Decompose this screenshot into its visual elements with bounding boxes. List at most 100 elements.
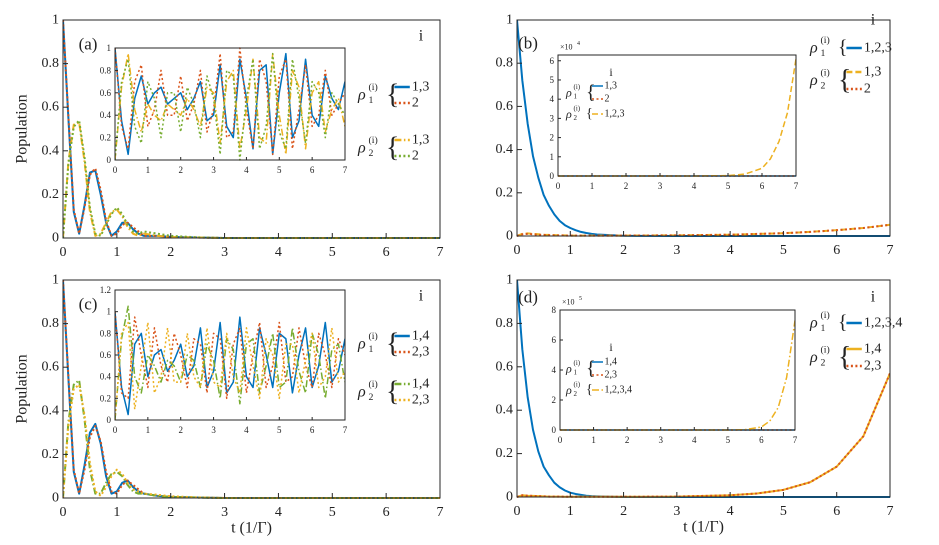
legend-symbol: ρ xyxy=(809,72,818,89)
legend-label: 1,3 xyxy=(412,133,430,148)
legend-label: 2 xyxy=(412,149,419,164)
y-tick-label: 0.2 xyxy=(496,185,514,200)
x-tick-label: 3 xyxy=(658,435,663,445)
legend: iρ (i)1{1,32ρ (i)2{1,2,3 xyxy=(565,65,625,122)
legend-subscript: 1 xyxy=(821,48,826,59)
legend-label: 1,2,3 xyxy=(605,109,625,120)
legend-brace: { xyxy=(386,80,399,111)
x-tick-label: 7 xyxy=(437,245,444,260)
x-tick-label: 1 xyxy=(567,243,574,258)
x-tick-label: 6 xyxy=(383,505,390,520)
y-tick-label: 0.8 xyxy=(496,56,514,71)
legend-label: 1,4 xyxy=(864,342,882,357)
legend: iρ (i)1{1,2,3,4ρ (i)2{1,42,3 xyxy=(809,289,902,374)
legend-label: 1,4 xyxy=(605,357,618,368)
plot-background xyxy=(558,55,796,176)
y-tick-label: 2 xyxy=(552,395,557,405)
legend-label: 2,3 xyxy=(864,359,882,374)
x-tick-label: 0 xyxy=(514,243,521,258)
legend-subscript: 2 xyxy=(369,148,374,159)
series-line xyxy=(115,311,345,416)
series-line xyxy=(115,321,345,421)
y-tick-label: 0.6 xyxy=(42,360,60,375)
legend: iρ (i)1{1,32ρ (i)2{1,32 xyxy=(357,28,429,164)
x-tick-label: 4 xyxy=(275,505,282,520)
x-tick-label: 2 xyxy=(620,504,627,519)
y-tick-label: 0.8 xyxy=(42,56,60,71)
x-tick-label: 5 xyxy=(726,435,731,445)
legend-label: 1,2,3,4 xyxy=(605,385,633,396)
legend-symbol: ρ xyxy=(357,140,366,157)
legend-label: 1,3 xyxy=(864,65,882,80)
legend-title: i xyxy=(419,28,424,45)
x-tick-label: 1 xyxy=(146,425,151,435)
legend-superscript: (i) xyxy=(574,83,581,91)
y-tick-label: 2 xyxy=(550,133,555,143)
x-tick-label: 0 xyxy=(558,435,563,445)
x-tick-label: 4 xyxy=(275,245,282,260)
legend-label: 1,3 xyxy=(412,80,430,95)
y-tick-label: 6 xyxy=(552,335,557,345)
y-tick-label: 0.6 xyxy=(42,100,60,115)
legend-brace: { xyxy=(586,383,593,398)
x-tick-label: 2 xyxy=(167,505,174,520)
y-tick-label: 0.4 xyxy=(100,110,112,120)
legend-brace: { xyxy=(586,358,596,380)
legend-superscript: (i) xyxy=(369,82,378,93)
x-tick-label: 3 xyxy=(211,425,216,435)
y-tick-label: 0 xyxy=(552,425,557,435)
legend-subscript: 2 xyxy=(574,390,578,398)
y-tick-label: 6 xyxy=(550,56,555,66)
legend-symbol: ρ xyxy=(565,86,572,100)
legend-brace: { xyxy=(586,82,596,104)
x-tick-label: 5 xyxy=(329,505,336,520)
legend-subscript: 2 xyxy=(574,114,578,122)
x-tick-label: 4 xyxy=(244,165,249,175)
y-tick-label: 0 xyxy=(506,229,513,244)
y-tick-label: 0.4 xyxy=(496,403,514,418)
legend-label: 2,3 xyxy=(412,393,430,408)
legend-subscript: 1 xyxy=(369,344,374,355)
legend-superscript: (i) xyxy=(821,35,830,46)
legend-superscript: (i) xyxy=(574,381,581,389)
y-tick-label: 0.6 xyxy=(496,359,514,374)
legend-brace: { xyxy=(838,65,851,96)
x-tick-label: 6 xyxy=(833,504,840,519)
legend-symbol: ρ xyxy=(809,349,818,366)
x-tick-label: 5 xyxy=(329,245,336,260)
series-line xyxy=(115,305,345,421)
y-tick-label: 1 xyxy=(107,307,112,317)
y-tick-label: 0 xyxy=(550,171,555,181)
y-tick-label: 0.2 xyxy=(42,187,60,202)
x-tick-label: 0 xyxy=(60,505,67,520)
legend-brace: { xyxy=(586,107,593,122)
chart: 0 1 2 3 4 5 6 7 0 0.2 0.4 0.6 0.8 1 1.2 xyxy=(100,285,348,435)
x-tick-label: 6 xyxy=(760,181,765,191)
x-axis-label: t (1/Γ) xyxy=(231,520,272,537)
legend-brace: { xyxy=(838,342,851,373)
x-tick-label: 6 xyxy=(310,425,315,435)
x-tick-label: 7 xyxy=(887,243,894,258)
axes-box xyxy=(516,279,891,498)
series-line xyxy=(517,223,890,237)
x-tick-label: 4 xyxy=(727,504,734,519)
axes-box xyxy=(62,19,441,239)
legend-title: i xyxy=(609,340,613,354)
y-tick-label: 0.6 xyxy=(100,88,112,98)
legend-superscript: (i) xyxy=(369,331,378,342)
panel-label: (b) xyxy=(518,34,538,53)
x-tick-label: 4 xyxy=(692,181,697,191)
legend-subscript: 2 xyxy=(821,81,826,92)
x-tick-label: 5 xyxy=(726,181,731,191)
legend-label: 1,4 xyxy=(412,329,430,344)
legend-label: 1,2,3,4 xyxy=(864,316,903,331)
axes-box xyxy=(62,279,441,499)
x-tick-label: 3 xyxy=(211,165,216,175)
legend-subscript: 1 xyxy=(369,95,374,106)
x-tick-label: 7 xyxy=(887,504,894,519)
legend-label: 1,4 xyxy=(412,377,430,392)
x-tick-label: 6 xyxy=(310,165,315,175)
y-tick-label: 1 xyxy=(506,273,513,288)
y-tick-label: 8 xyxy=(552,305,557,315)
y-tick-label: 1 xyxy=(550,152,555,162)
